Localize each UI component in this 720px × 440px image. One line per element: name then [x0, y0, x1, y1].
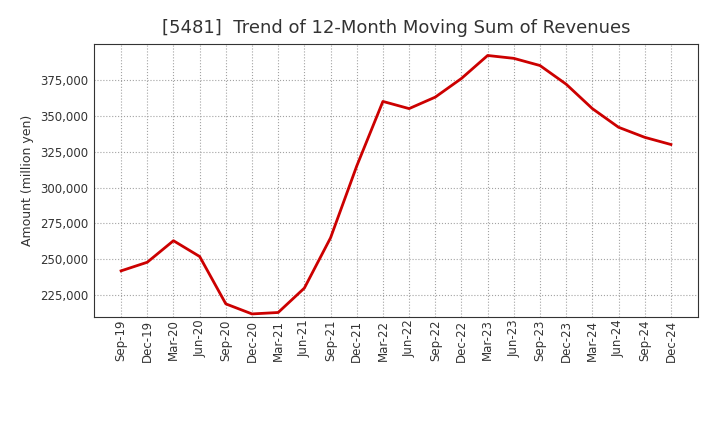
Title: [5481]  Trend of 12-Month Moving Sum of Revenues: [5481] Trend of 12-Month Moving Sum of R… [162, 19, 630, 37]
Y-axis label: Amount (million yen): Amount (million yen) [21, 115, 35, 246]
